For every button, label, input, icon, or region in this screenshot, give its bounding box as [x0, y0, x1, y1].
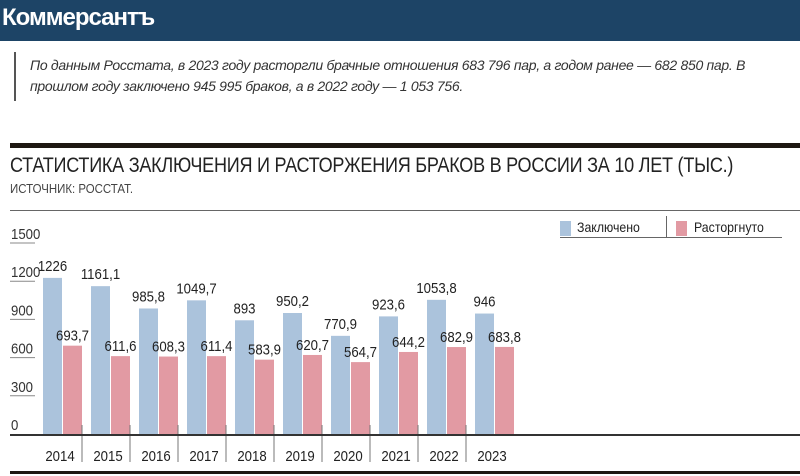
bar-divorced-2021	[399, 351, 418, 434]
x-tick-label: 2022	[429, 447, 458, 464]
chart-title: СТАТИСТИКА ЗАКЛЮЧЕНИЯ И РАСТОРЖЕНИЯ БРАК…	[10, 154, 734, 177]
data-label: 644,2	[392, 333, 425, 350]
y-tick-label: 0	[11, 416, 18, 433]
data-label: 564,7	[344, 343, 377, 360]
bar-divorced-2019	[303, 354, 322, 434]
legend-separator	[666, 216, 667, 238]
y-tick-label: 1200	[11, 263, 40, 280]
divider	[10, 210, 800, 211]
header-bar: Коммерсантъ	[0, 0, 800, 41]
x-tick-label: 2020	[333, 447, 362, 464]
data-label: 1053,8	[416, 279, 456, 296]
data-label: 1049,7	[176, 280, 216, 297]
bar-married-2022	[427, 299, 446, 434]
y-tick-label: 1500	[11, 225, 40, 242]
x-tick-label: 2016	[141, 447, 170, 464]
bar-divorced-2023	[495, 346, 514, 434]
legend-label-divorced: Расторгнуто	[694, 219, 764, 235]
y-tick-label: 600	[11, 340, 33, 357]
logo[interactable]: Коммерсантъ	[2, 4, 155, 31]
x-tick-label: 2019	[285, 447, 314, 464]
x-tick-label: 2014	[45, 447, 74, 464]
quote-bar	[14, 52, 16, 101]
x-tick-label: 2015	[93, 447, 122, 464]
bar-divorced-2014	[63, 345, 82, 434]
chart-bottom-rule	[10, 471, 800, 474]
bar-married-2019	[283, 313, 302, 434]
data-label: 1226	[38, 257, 67, 274]
x-tick-label: 2021	[381, 447, 410, 464]
bar-married-2016	[139, 308, 158, 434]
data-label: 682,9	[440, 328, 473, 345]
data-label: 770,9	[324, 315, 357, 332]
data-label: 985,8	[132, 288, 165, 305]
bar-married-2018	[235, 320, 254, 434]
bar-divorced-2016	[159, 356, 178, 434]
bar-divorced-2017	[207, 356, 226, 434]
legend: Заключено Расторгнуто	[560, 216, 782, 238]
data-label: 1161,1	[81, 265, 120, 282]
data-label: 608,3	[152, 338, 185, 355]
data-label: 950,2	[276, 292, 309, 309]
bar-married-2023	[475, 313, 494, 434]
bar-married-2021	[379, 316, 398, 434]
bar-divorced-2020	[351, 362, 370, 434]
bar-divorced-2022	[447, 347, 466, 434]
bar-married-2015	[91, 286, 110, 434]
bar-married-2020	[331, 335, 350, 434]
data-label: 611,4	[200, 337, 232, 354]
legend-label-married: Заключено	[577, 219, 640, 235]
data-label: 583,9	[248, 341, 281, 358]
legend-swatch-divorced	[676, 221, 687, 236]
data-label: 620,7	[296, 336, 329, 353]
y-tick-label: 300	[11, 378, 33, 395]
x-tick-label: 2023	[477, 447, 506, 464]
x-tick-label: 2018	[237, 447, 266, 464]
quote-text: По данным Росстата, в 2023 году расторгл…	[30, 57, 746, 94]
chart-top-rule	[10, 143, 800, 148]
data-label: 923,6	[372, 296, 405, 313]
bar-divorced-2015	[111, 356, 130, 434]
data-label: 893	[234, 299, 256, 316]
data-label: 946	[474, 293, 496, 310]
bar-married-2017	[187, 300, 206, 434]
data-label: 611,6	[104, 337, 136, 354]
data-label: 683,8	[488, 328, 521, 345]
legend-swatch-married	[560, 221, 571, 236]
bar-married-2014	[43, 277, 62, 434]
chart-source: ИСТОЧНИК: РОССТАТ.	[10, 181, 134, 196]
bar-divorced-2018	[255, 359, 274, 434]
data-label: 693,7	[56, 327, 89, 344]
y-tick-label: 900	[11, 302, 33, 319]
x-tick-label: 2017	[189, 447, 218, 464]
